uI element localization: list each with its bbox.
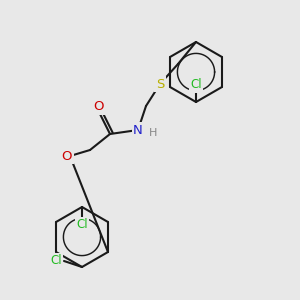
Text: S: S	[156, 77, 164, 91]
Text: Cl: Cl	[190, 79, 202, 92]
Text: Cl: Cl	[76, 218, 88, 232]
Text: Cl: Cl	[50, 254, 62, 268]
Text: O: O	[62, 149, 72, 163]
Text: N: N	[133, 124, 143, 136]
Text: H: H	[149, 128, 158, 138]
Text: O: O	[93, 100, 103, 113]
